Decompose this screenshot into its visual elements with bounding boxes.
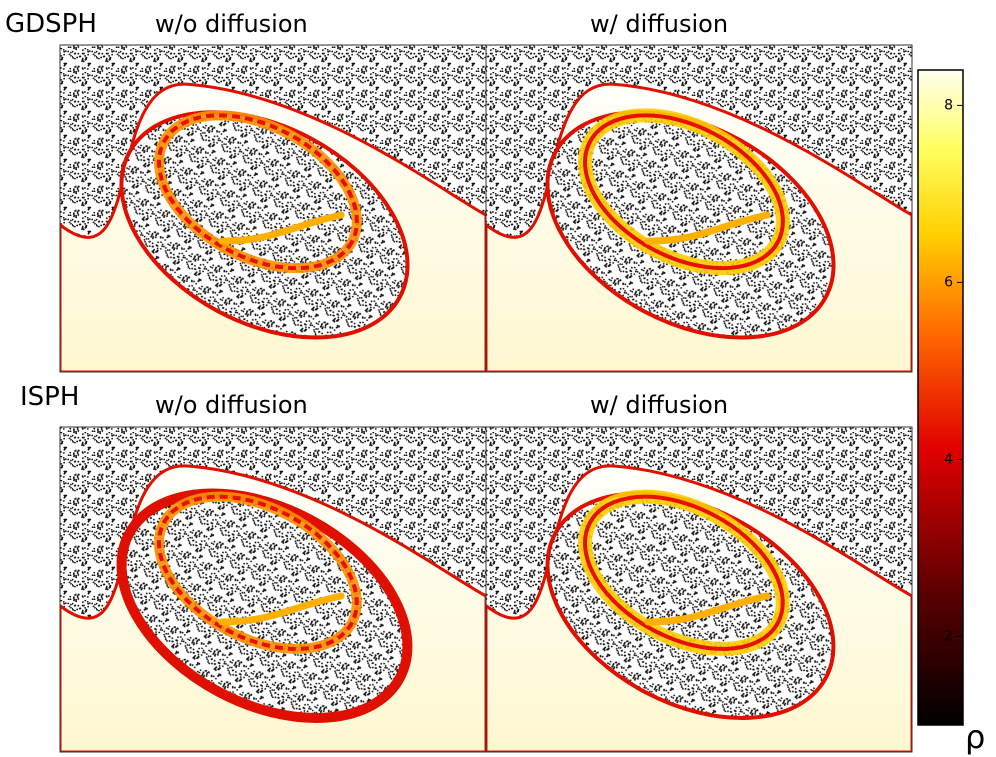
row-label: ISPH [20, 382, 79, 412]
panel-frame [485, 44, 913, 373]
panel-title: w/ diffusion [590, 10, 728, 38]
vortex-arm [644, 592, 771, 626]
vortex-arm [644, 211, 771, 245]
vortex-arm [218, 592, 345, 626]
colorbar-tick-label: 6 [944, 274, 953, 290]
vortex-ring-edge [583, 494, 785, 651]
vortex-ring-edge [157, 494, 359, 651]
simulation-panel [60, 427, 486, 752]
simulation-panel [60, 45, 486, 372]
colorbar-label: ρ [965, 718, 985, 756]
vortex-arm [218, 211, 345, 245]
colorbar-tick-label: 8 [944, 97, 953, 113]
simulation-panel [486, 427, 912, 752]
panel-frame [485, 426, 913, 753]
colorbar-tick-label: 2 [944, 628, 953, 644]
vortex-ring-edge [583, 113, 785, 271]
panel-title: w/o diffusion [155, 391, 308, 419]
vortex-ring-edge [157, 113, 359, 271]
colorbar [917, 69, 964, 726]
simulation-panel [486, 45, 912, 372]
panel-title: w/ diffusion [590, 391, 728, 419]
colorbar-tick-label: 4 [944, 451, 953, 467]
panel-title: w/o diffusion [155, 10, 308, 38]
row-label: GDSPH [5, 9, 97, 39]
